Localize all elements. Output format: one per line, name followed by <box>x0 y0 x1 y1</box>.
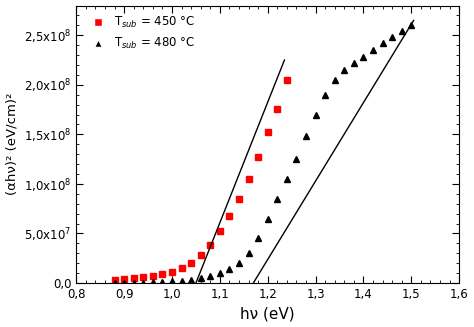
Legend: T$_{sub}$ = 450 °C, T$_{sub}$ = 480 °C: T$_{sub}$ = 450 °C, T$_{sub}$ = 480 °C <box>82 11 199 55</box>
Y-axis label: (αhν)² (eV/cm)²: (αhν)² (eV/cm)² <box>6 93 18 196</box>
X-axis label: hν (eV): hν (eV) <box>240 306 295 321</box>
